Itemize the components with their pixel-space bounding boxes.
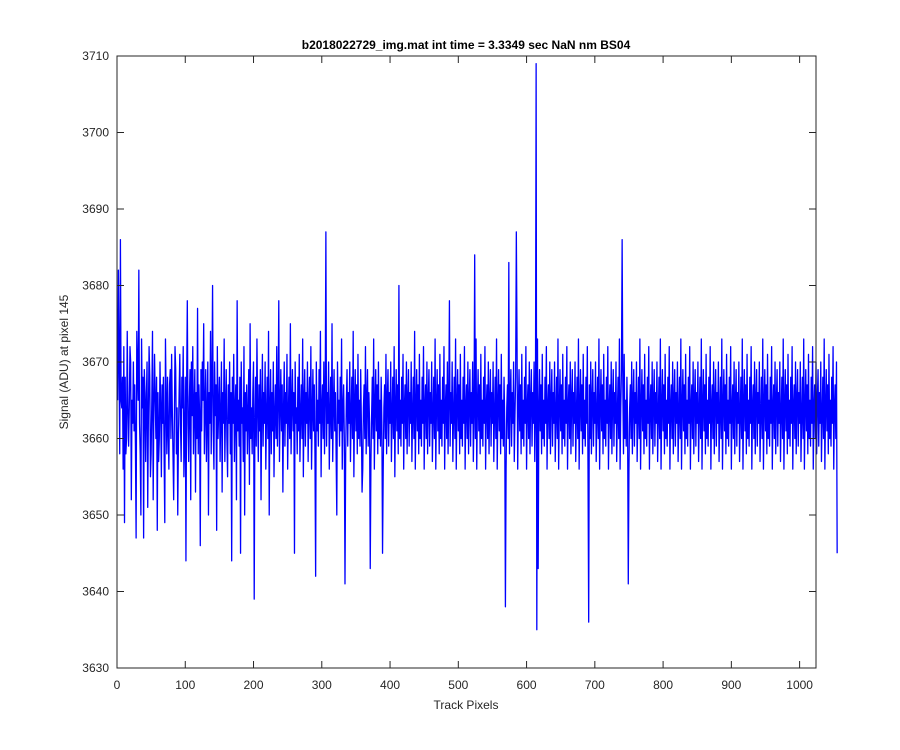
- x-tick-label: 500: [448, 678, 468, 692]
- x-tick-label: 900: [721, 678, 741, 692]
- chart-title: b2018022729_img.mat int time = 3.3349 se…: [302, 38, 631, 52]
- x-tick-label: 300: [312, 678, 332, 692]
- x-tick-label: 700: [585, 678, 605, 692]
- x-tick-label: 1000: [786, 678, 813, 692]
- x-tick-label: 100: [175, 678, 195, 692]
- x-axis: 0 100 200 300 400 500 600 700 800 900 1000: [114, 56, 813, 692]
- x-tick-label: 0: [114, 678, 121, 692]
- x-axis-title: Track Pixels: [434, 698, 499, 712]
- y-tick-label: 3630: [82, 661, 109, 675]
- x-tick-label: 600: [517, 678, 537, 692]
- x-tick-label: 200: [244, 678, 264, 692]
- x-tick-label: 800: [653, 678, 673, 692]
- y-tick-label: 3670: [82, 355, 109, 369]
- y-tick-label: 3660: [82, 432, 109, 446]
- series-line-1: [117, 63, 838, 631]
- y-tick-label: 3650: [82, 508, 109, 522]
- y-axis-title: Signal (ADU) at pixel 145: [57, 294, 71, 429]
- y-tick-label: 3690: [82, 202, 109, 216]
- series-layer: [117, 63, 838, 631]
- y-tick-label: 3710: [82, 49, 109, 63]
- y-tick-label: 3640: [82, 585, 109, 599]
- y-tick-label: 3700: [82, 126, 109, 140]
- y-tick-label: 3680: [82, 279, 109, 293]
- y-axis: 3630 3640 3650 3660 3670 3680 3690 3700 3710: [82, 49, 816, 675]
- x-tick-label: 400: [380, 678, 400, 692]
